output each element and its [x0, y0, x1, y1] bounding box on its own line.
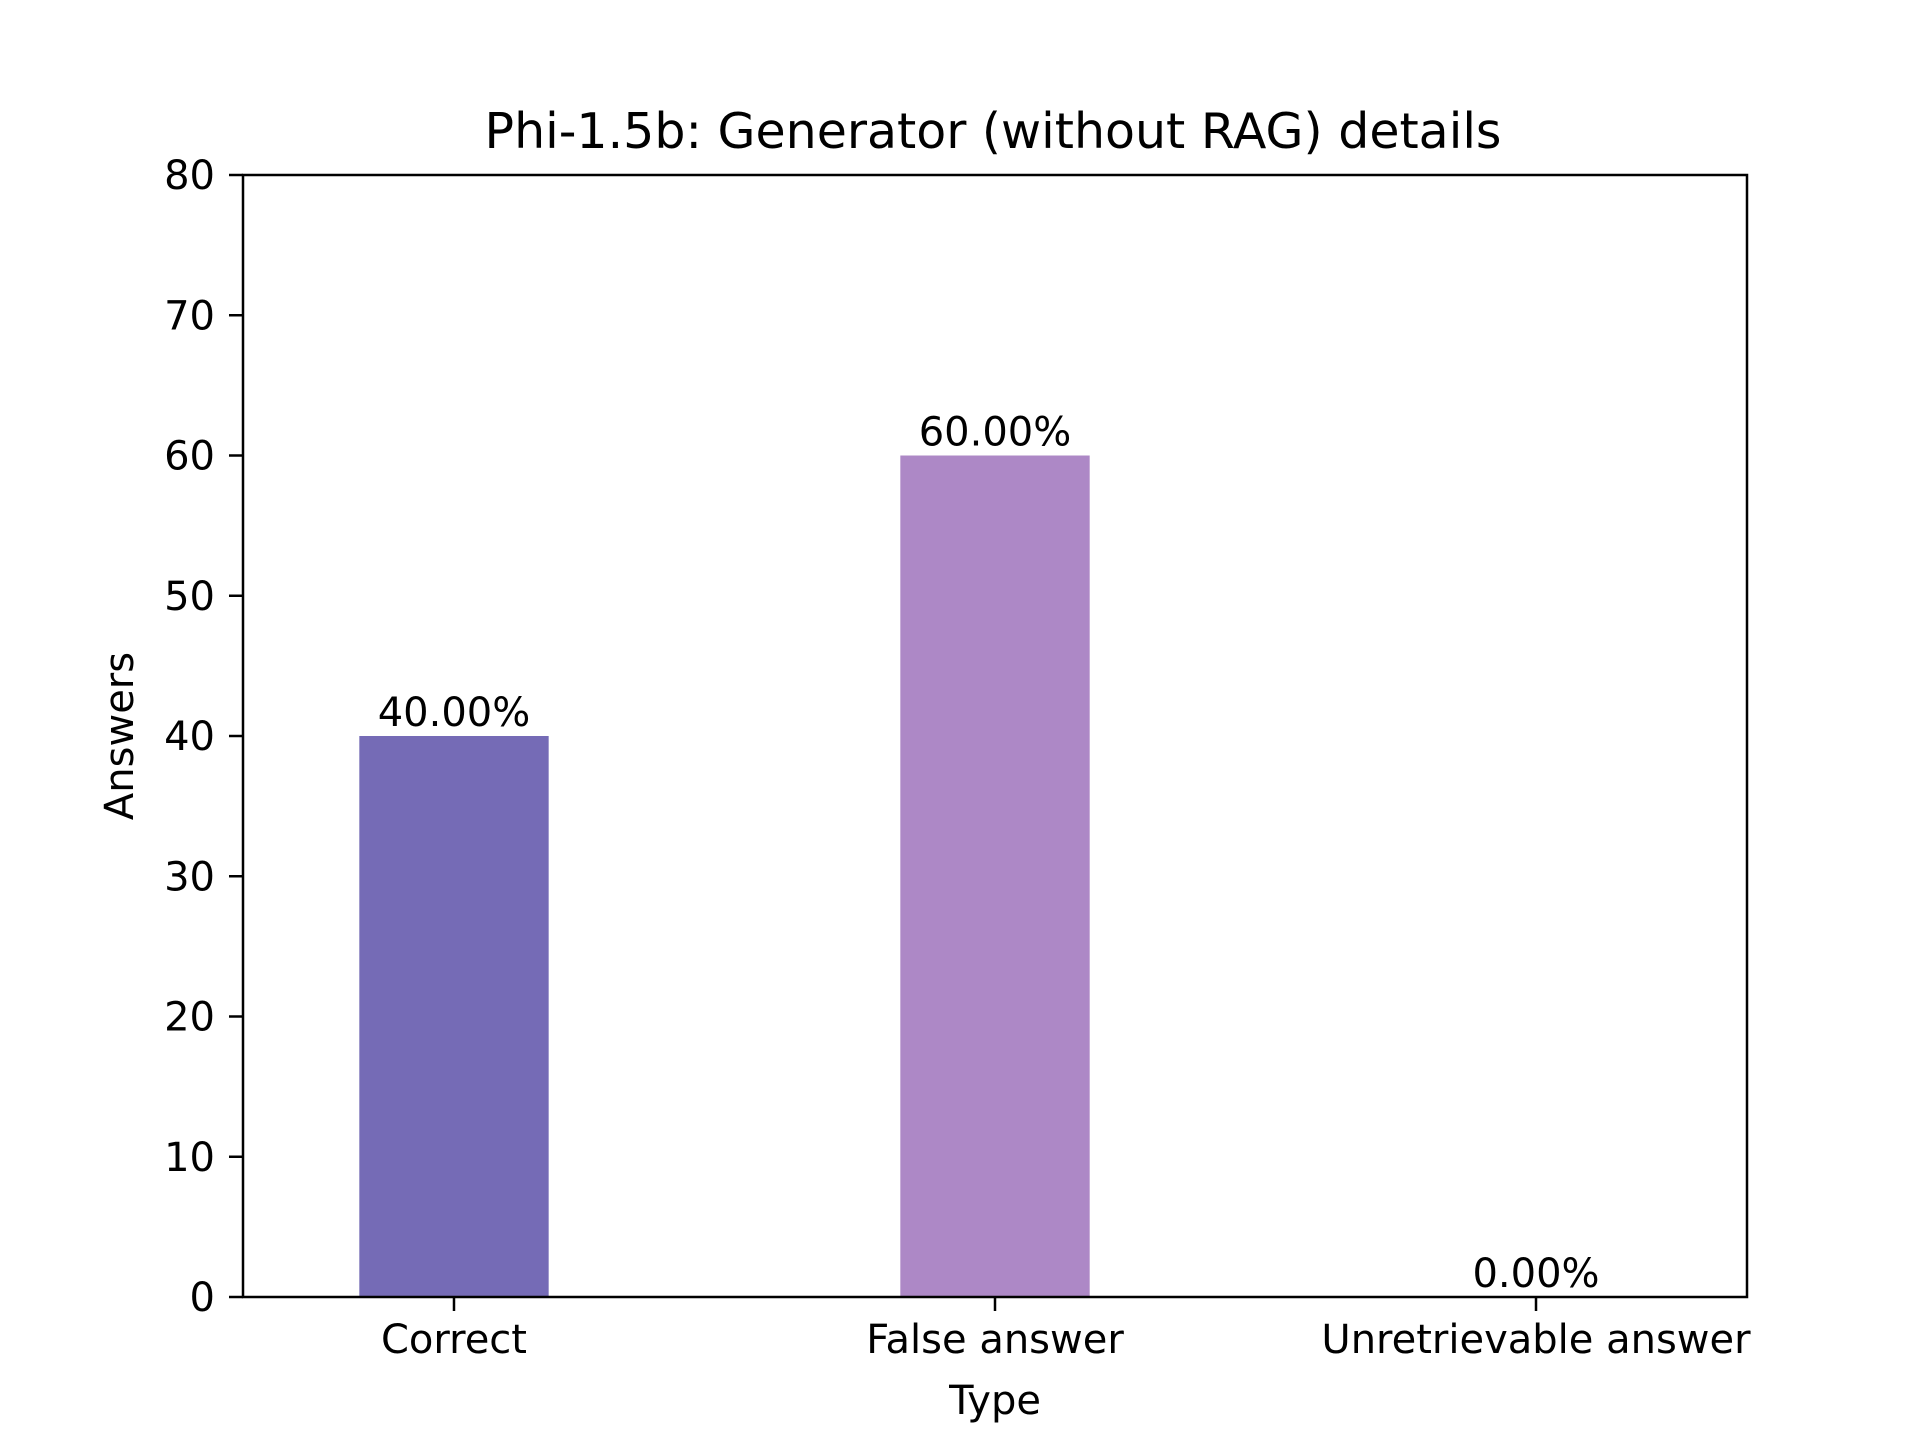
y-tick-label-30: 30 — [164, 854, 215, 900]
bar-false-answer — [900, 455, 1090, 1297]
x-axis-label: Type — [948, 1378, 1041, 1424]
x-axis: Correct False answer Unretrievable answer — [381, 1297, 1751, 1363]
y-axis-label: Answers — [97, 652, 143, 820]
y-tick-label-40: 40 — [164, 714, 215, 760]
data-label-unretrievable-answer: 0.00% — [1472, 1251, 1599, 1297]
y-tick-label-70: 70 — [164, 293, 215, 339]
bar-correct — [359, 736, 549, 1297]
y-axis: 0 10 20 30 40 50 60 70 80 — [164, 153, 243, 1321]
y-tick-label-0: 0 — [190, 1275, 215, 1321]
x-tick-label-correct: Correct — [381, 1317, 527, 1363]
y-tick-label-20: 20 — [164, 995, 215, 1041]
data-label-correct: 40.00% — [378, 690, 531, 736]
chart-title: Phi-1.5b: Generator (without RAG) detail… — [485, 103, 1502, 160]
bars-group — [359, 455, 1090, 1297]
x-tick-label-false-answer: False answer — [866, 1317, 1124, 1363]
y-tick-label-10: 10 — [164, 1135, 215, 1181]
y-tick-label-80: 80 — [164, 153, 215, 199]
y-tick-label-60: 60 — [164, 434, 215, 480]
data-label-false-answer: 60.00% — [919, 410, 1072, 456]
x-tick-label-unretrievable-answer: Unretrievable answer — [1321, 1317, 1751, 1363]
y-tick-label-50: 50 — [164, 574, 215, 620]
data-labels-group: 40.00% 60.00% 0.00% — [378, 410, 1600, 1298]
